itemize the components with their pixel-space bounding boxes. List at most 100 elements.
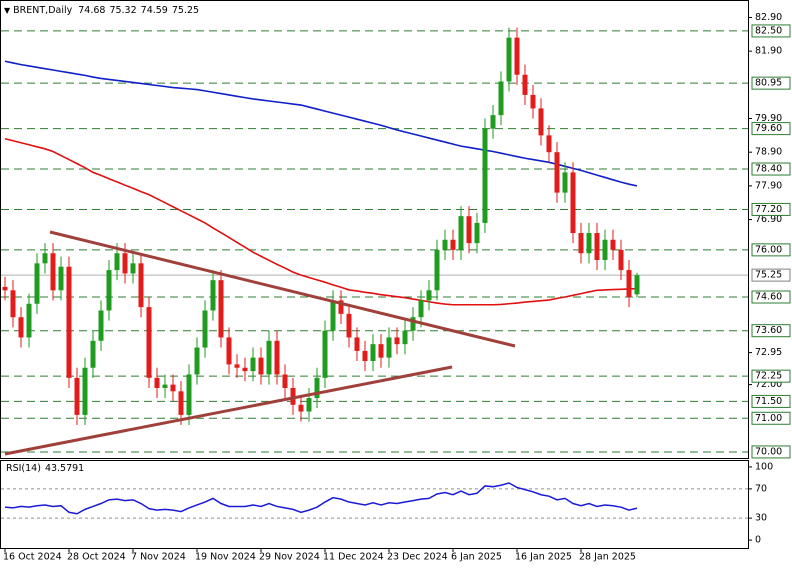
rsi-value: 43.5791: [45, 463, 84, 474]
level-label-box: [751, 243, 791, 257]
candle-body: [66, 266, 72, 378]
level-label: 71.00: [755, 413, 782, 424]
rsi-pane-frame: [0, 460, 749, 549]
current-price-label: 75.25: [755, 270, 782, 281]
y-tick-label: 70: [755, 483, 767, 494]
candle-body: [266, 340, 272, 375]
candle-body: [242, 367, 248, 372]
candle-body: [562, 172, 568, 193]
moving-average: [4, 60, 638, 187]
candle-body: [594, 233, 600, 260]
candle-body: [610, 239, 616, 250]
candle-body: [370, 344, 376, 362]
candle-body: [274, 340, 280, 375]
level-label-box: [751, 76, 791, 90]
y-tick-label: 81.90: [755, 46, 782, 57]
y-tick-label: 82.90: [755, 12, 782, 23]
candle-body: [154, 377, 160, 388]
level-label-box: [751, 24, 791, 38]
rsi-line: [4, 482, 638, 515]
candle-body: [98, 310, 104, 341]
trendline: [4, 365, 453, 456]
y-tick-label: 76.90: [755, 214, 782, 225]
menu-arrow: ▼: [4, 6, 11, 15]
candle-body: [466, 216, 472, 244]
x-tick-label: 28 Oct 2024: [67, 552, 126, 563]
candle-body: [130, 263, 136, 274]
candle-body: [570, 172, 576, 234]
y-tick-label: 72.95: [755, 347, 782, 358]
level-label: 82.50: [755, 25, 782, 36]
ohlc-open: 74.68: [78, 5, 105, 16]
candle-body: [538, 108, 544, 136]
rsi-header: RSI(14) 43.5791: [6, 463, 84, 474]
labels: 82.90 81.90 79.90 78.90 77.90 76.90 72.95 72.00…: [3, 12, 791, 563]
candle-body: [90, 340, 96, 368]
y-tick-label: 79.90: [755, 113, 782, 124]
candle-body: [522, 74, 528, 95]
level-label-box: [751, 445, 791, 459]
y-tick-label: 0: [755, 535, 761, 546]
candle-body: [82, 367, 88, 415]
y-tick-label: 77.90: [755, 180, 782, 191]
candle-body: [34, 263, 40, 304]
candle-body: [618, 249, 624, 271]
candle-body: [18, 317, 24, 338]
level-label: 70.00: [755, 446, 782, 457]
candle-body: [578, 233, 584, 254]
level-label-box: [751, 411, 791, 425]
y-tick-label: 30: [755, 513, 767, 524]
level-label: 72.25: [755, 371, 782, 382]
x-tick-label: 16 Oct 2024: [3, 552, 62, 563]
x-tick-label: 7 Nov 2024: [131, 552, 186, 563]
price-pane-frame: [0, 0, 749, 459]
symbol-title: BRENT,Daily: [13, 5, 72, 16]
candle-body: [602, 239, 608, 260]
candle-body: [226, 337, 232, 365]
candle-body: [482, 128, 488, 223]
candle-body: [194, 347, 200, 375]
x-tick-label: 11 Dec 2024: [323, 552, 384, 563]
candle-body: [410, 317, 416, 331]
x-tick-label: 23 Dec 2024: [387, 552, 448, 563]
level-label-box: [751, 162, 791, 176]
level-label: 73.60: [755, 325, 782, 336]
candle-body: [122, 253, 128, 274]
candle-body: [306, 398, 312, 412]
current-price-box: [751, 268, 791, 282]
candle-body: [514, 37, 520, 75]
candle-body: [298, 404, 304, 412]
candle-body: [506, 37, 512, 82]
level-label: 76.00: [755, 244, 782, 255]
candle-body: [314, 377, 320, 399]
level-label-box: [751, 394, 791, 408]
candle-body: [42, 253, 48, 264]
candle-body: [450, 239, 456, 250]
candle-body: [418, 300, 424, 318]
candle-body: [26, 303, 32, 338]
candle-body: [58, 266, 64, 291]
candle-body: [442, 239, 448, 250]
candle-body: [290, 387, 296, 405]
candle-body: [474, 222, 480, 244]
candle-body: [458, 216, 464, 250]
y-tick-label: 78.90: [755, 147, 782, 158]
candle-body: [394, 337, 400, 345]
candle-body: [362, 350, 368, 362]
candle-body: [546, 135, 552, 153]
level-label-box: [751, 324, 791, 338]
candle-body: [490, 115, 496, 129]
ohlc-low: 74.59: [141, 5, 168, 16]
candle-body: [338, 300, 344, 314]
trendlines: [4, 230, 516, 456]
candle-body: [202, 310, 208, 348]
x-tick-label: 6 Jan 2025: [451, 552, 502, 563]
level-label: 71.50: [755, 396, 782, 407]
candle-body: [402, 330, 408, 345]
candle-body: [626, 270, 632, 298]
header: ▼ BRENT,Daily 74.68 75.32 74.59 75.25: [4, 5, 199, 16]
candle-body: [346, 313, 352, 338]
candle-body: [74, 377, 80, 415]
